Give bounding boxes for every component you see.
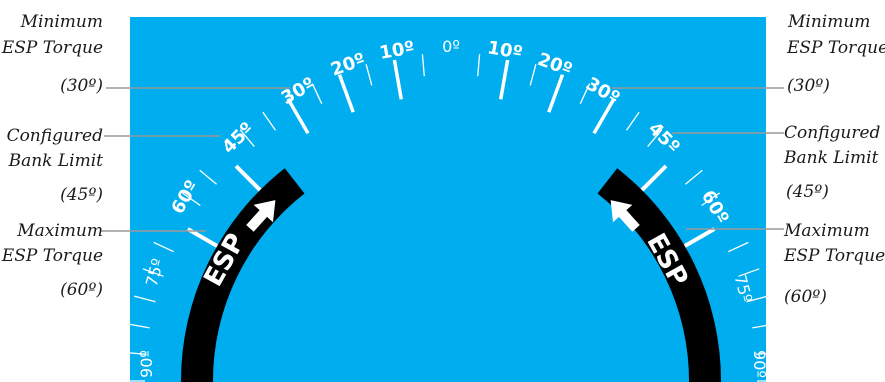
roll-tick-left-50 xyxy=(199,169,218,185)
roll-tick-right-85 xyxy=(755,351,778,355)
roll-tick-left-75 xyxy=(134,295,156,303)
left-max-value: (60º) xyxy=(60,280,103,300)
roll-tick-right-80 xyxy=(752,323,775,329)
right-bank-value: (45º) xyxy=(786,182,829,202)
roll-tick-right-70 xyxy=(738,268,760,277)
esp-band-left xyxy=(181,168,305,382)
scale-label-0: 0º xyxy=(442,37,460,56)
roll-tick-right-20 xyxy=(547,74,565,113)
roll-tick-right-55 xyxy=(701,192,721,207)
right-max-title-1: Maximum xyxy=(783,221,870,241)
right-min-title-1: Minimum xyxy=(787,12,870,32)
roll-tick-left-40 xyxy=(239,129,255,148)
left-min-value: (30º) xyxy=(60,76,103,96)
esp-arrow-right-icon xyxy=(610,200,640,232)
left-min-title-2: ESP Torque xyxy=(1,38,103,58)
left-bank-title-2: Bank Limit xyxy=(8,151,104,171)
right-bank-title-1: Configured xyxy=(784,123,881,143)
scale-label-90-right: 90º xyxy=(750,350,769,378)
roll-tick-right-75 xyxy=(746,295,768,303)
roll-tick-left-85 xyxy=(124,351,147,355)
roll-tick-left-15 xyxy=(365,64,373,86)
roll-tick-right-65 xyxy=(728,241,749,253)
left-bank-value: (45º) xyxy=(60,185,103,205)
roll-tick-right-30 xyxy=(592,97,616,135)
right-max-value: (60º) xyxy=(784,287,827,307)
scale-label-90-left: 90º xyxy=(137,350,156,378)
right-min-value: (30º) xyxy=(787,76,830,96)
roll-tick-right-15 xyxy=(529,64,537,86)
roll-tick-left-55 xyxy=(181,192,201,207)
roll-tick-left-25 xyxy=(311,83,323,104)
roll-tick-left-30 xyxy=(286,97,310,135)
right-max-title-2: ESP Torque xyxy=(783,246,885,266)
roll-tick-left-20 xyxy=(337,74,355,113)
esp-arrow-left-icon xyxy=(246,200,276,232)
roll-tick-right-5 xyxy=(477,54,481,77)
roll-tick-left-10 xyxy=(392,59,404,100)
roll-tick-left-35 xyxy=(262,111,277,131)
left-bank-title-1: Configured xyxy=(7,126,104,146)
roll-tick-left-70 xyxy=(142,268,164,277)
left-min-title-1: Minimum xyxy=(20,12,103,32)
roll-tick-left-65 xyxy=(153,241,174,253)
right-bank-title-2: Bank Limit xyxy=(783,148,879,168)
right-min-title-2: ESP Torque xyxy=(786,38,885,58)
left-max-title-1: Maximum xyxy=(16,221,103,241)
roll-tick-right-40 xyxy=(647,129,663,148)
roll-tick-right-50 xyxy=(684,169,703,185)
roll-tick-right-25 xyxy=(579,83,591,104)
attitude-sky-panel xyxy=(130,17,766,382)
roll-tick-left-5 xyxy=(421,54,425,77)
roll-tick-left-80 xyxy=(127,323,150,329)
roll-tick-right-10 xyxy=(498,59,510,100)
roll-tick-right-35 xyxy=(625,111,640,131)
left-max-title-2: ESP Torque xyxy=(1,246,103,266)
